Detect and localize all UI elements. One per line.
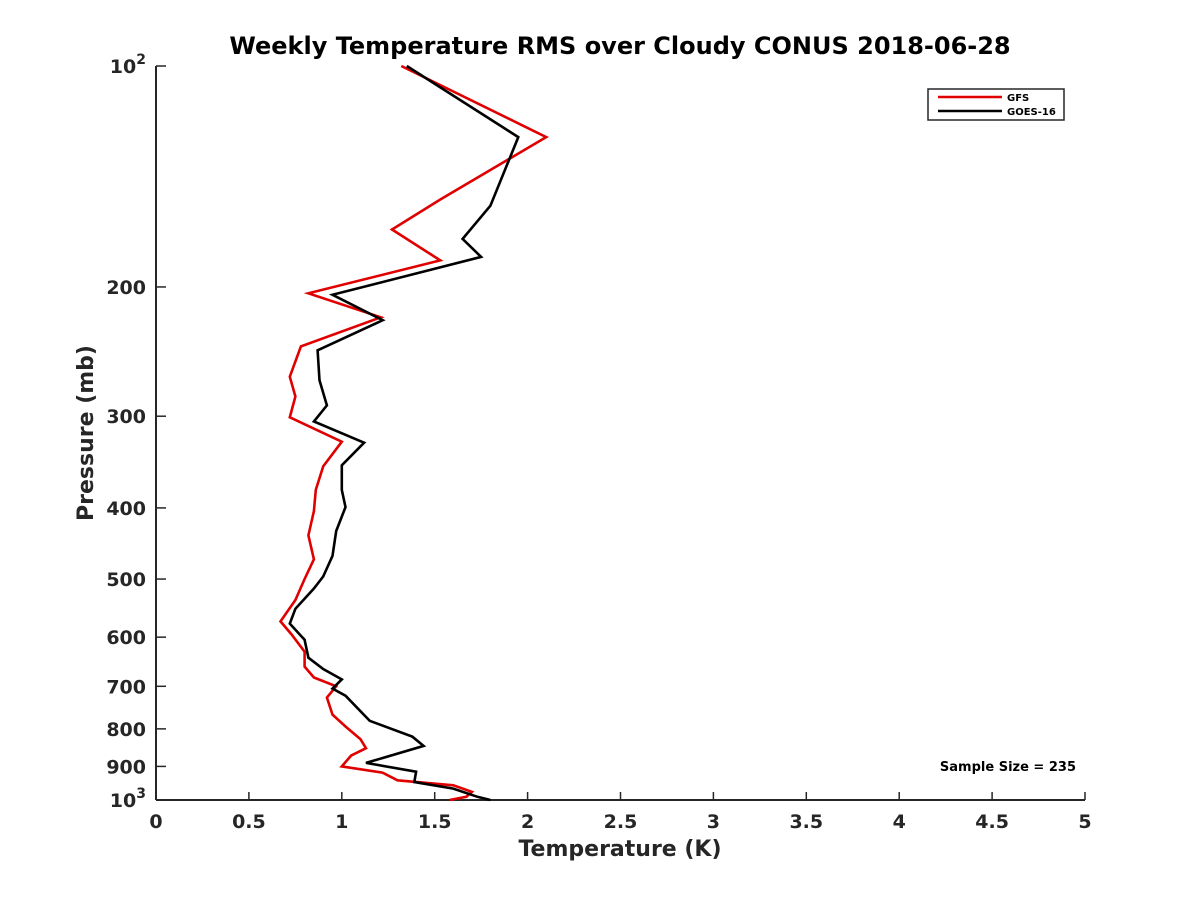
series-group (278, 64, 549, 802)
x-tick-label: 1.5 (418, 811, 452, 833)
series-line-goes16 (288, 64, 520, 802)
y-tick-label: 200 (106, 277, 146, 299)
y-tick-label: 102 (110, 52, 146, 78)
x-tick-label: 2 (521, 811, 534, 833)
y-tick-exponent: 2 (136, 52, 146, 68)
y-tick-label: 103 (110, 786, 146, 812)
y-tick-label: 400 (106, 498, 146, 520)
x-tick-label: 3 (707, 811, 720, 833)
x-tick-label: 0.5 (232, 811, 266, 833)
x-tick-label: 3.5 (789, 811, 823, 833)
y-tick-label: 800 (106, 719, 146, 741)
x-tick-label: 5 (1078, 811, 1091, 833)
x-tick-label: 4 (893, 811, 906, 833)
x-axis-label: Temperature (K) (518, 837, 721, 862)
y-tick-label: 500 (106, 569, 146, 591)
legend: GFS GOES-16 (927, 88, 1065, 121)
y-tick-base: 10 (110, 56, 136, 78)
y-tick-label: 700 (106, 676, 146, 698)
y-tick-base: 10 (110, 790, 136, 812)
y-tick-label: 900 (106, 756, 146, 778)
y-tick-label: 600 (106, 627, 146, 649)
x-tick-label: 1 (335, 811, 348, 833)
y-tick-exponent: 3 (136, 786, 146, 802)
sample-size-annotation: Sample Size = 235 (940, 760, 1076, 775)
chart-title: Weekly Temperature RMS over Cloudy CONUS… (229, 32, 1010, 60)
y-axis-label: Pressure (mb) (74, 345, 99, 521)
legend-label-goes16: GOES-16 (1007, 107, 1056, 118)
x-ticks: 0 0.5 1 1.5 2 2.5 3 3.5 4 4.5 5 (149, 792, 1092, 833)
x-tick-label: 4.5 (975, 811, 1009, 833)
legend-box (927, 88, 1065, 121)
series-line-gfs (278, 64, 549, 802)
legend-label-gfs: GFS (1007, 93, 1029, 104)
x-tick-label: 2.5 (604, 811, 638, 833)
y-tick-label: 300 (106, 406, 146, 428)
x-tick-label: 0 (149, 811, 162, 833)
